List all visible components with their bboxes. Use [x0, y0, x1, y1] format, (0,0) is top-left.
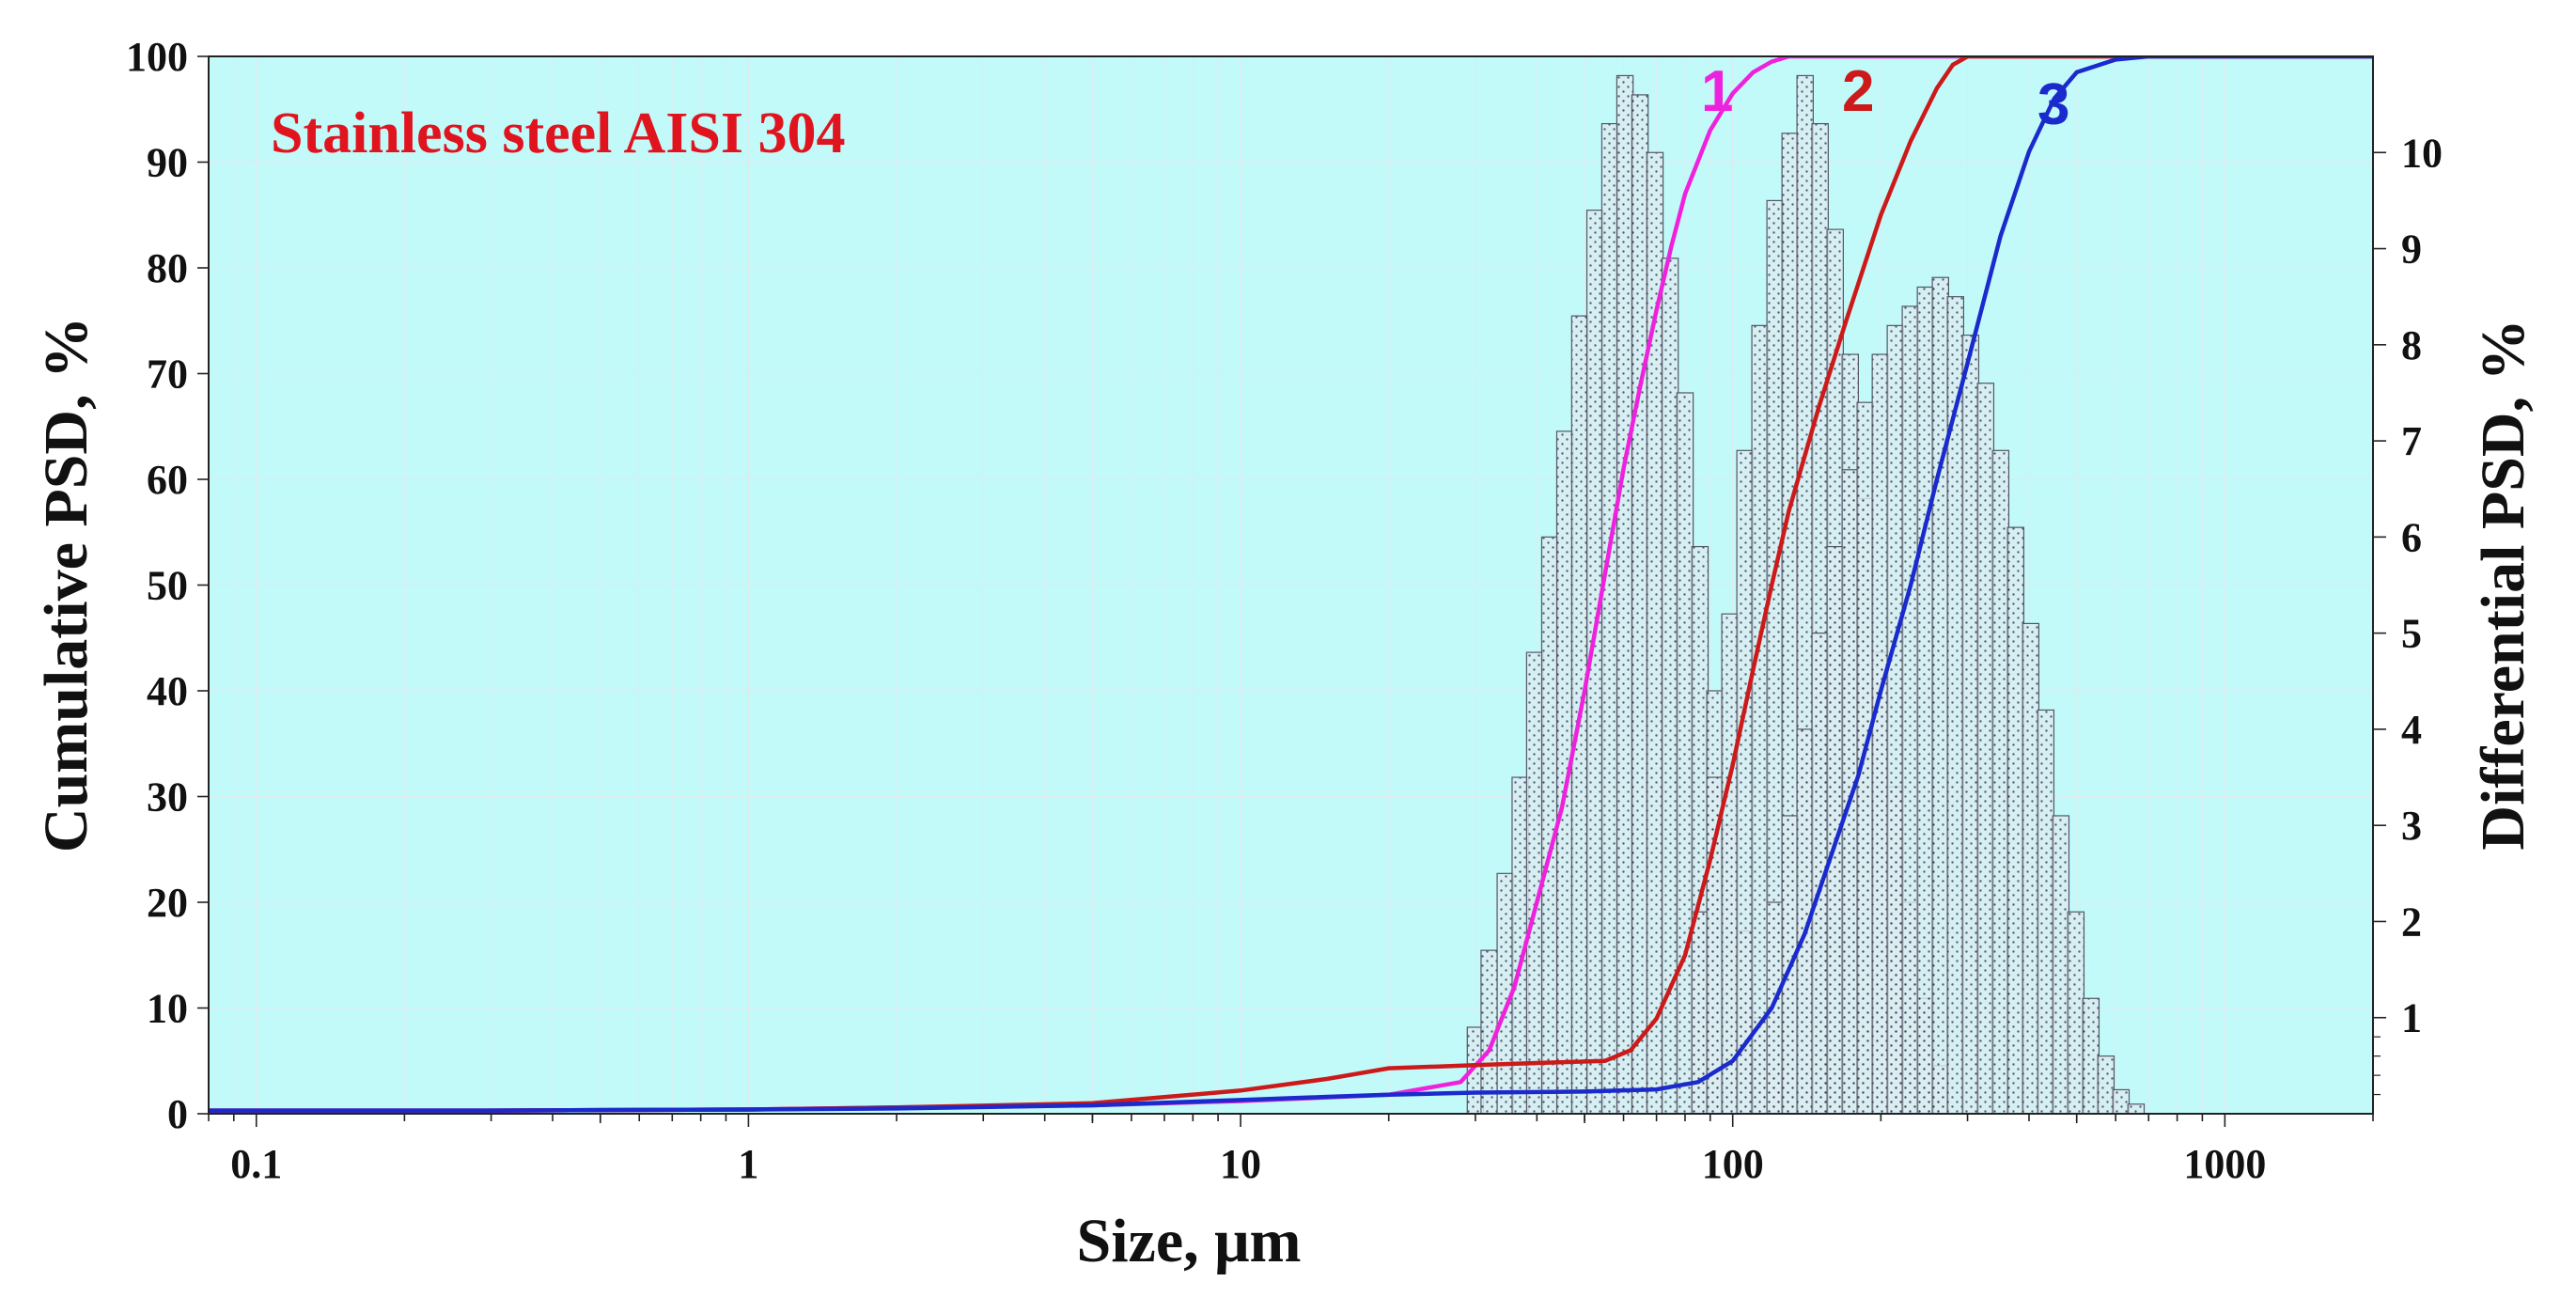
- y-tick-label-right: 2: [2401, 899, 2422, 945]
- y-axis-title-right: Differential PSD, %: [2469, 319, 2537, 850]
- x-tick-label: 10: [1220, 1141, 1261, 1187]
- y-tick-label-left: 100: [126, 34, 188, 80]
- differential-bar: [1616, 74, 1634, 1114]
- differential-bar: [1721, 613, 1739, 1114]
- differential-bar: [2097, 1055, 2115, 1114]
- differential-bar: [1976, 383, 1995, 1114]
- y-tick-label-left: 90: [147, 140, 188, 186]
- differential-bar: [2022, 622, 2040, 1114]
- y-tick-label-right: 7: [2401, 418, 2422, 464]
- y-tick-label-right: 8: [2401, 322, 2422, 368]
- x-tick-label: 0.1: [230, 1141, 282, 1187]
- differential-bar: [2052, 815, 2070, 1114]
- y-tick-label-right: 6: [2401, 514, 2422, 560]
- differential-bar: [1931, 276, 1949, 1114]
- y-tick-label-left: 60: [147, 457, 188, 503]
- differential-bar: [1901, 305, 1919, 1114]
- curve-label: 3: [2037, 72, 2069, 137]
- y-tick-label-right: 5: [2401, 611, 2422, 657]
- cumulative-curves: [209, 56, 2373, 1113]
- y-tick-label-right: 10: [2401, 130, 2443, 176]
- y-tick-label-left: 70: [147, 352, 188, 398]
- differential-bar: [1916, 286, 1935, 1114]
- differential-bar: [1961, 334, 1980, 1114]
- differential-bar: [2112, 1088, 2131, 1114]
- y-axis-title-left: Cumulative PSD, %: [32, 317, 101, 852]
- differential-bar: [1841, 469, 1859, 1114]
- differential-bar: [1631, 94, 1649, 1114]
- differential-bar: [2006, 526, 2025, 1114]
- differential-bar: [1991, 449, 2010, 1114]
- differential-bar: [1946, 296, 1965, 1114]
- y-tick-label-left: 0: [167, 1091, 188, 1137]
- differential-bar: [2082, 997, 2100, 1114]
- differential-bar: [1856, 401, 1874, 1114]
- differential-bar: [2127, 1103, 2146, 1114]
- differential-bar: [1676, 392, 1694, 1114]
- curve-label: 2: [1842, 59, 1874, 124]
- y-tick-label-left: 10: [147, 986, 188, 1032]
- y-tick-label-right: 3: [2401, 803, 2422, 849]
- x-tick-label: 1: [738, 1141, 758, 1187]
- y-tick-label-left: 80: [147, 245, 188, 291]
- differential-bar: [1736, 449, 1754, 1114]
- y-tick-label-right: 1: [2401, 995, 2422, 1041]
- differential-bar: [1600, 122, 1619, 1114]
- differential-bar: [2037, 709, 2055, 1114]
- y-tick-label-right: 4: [2401, 707, 2422, 753]
- chart-title: Stainless steel AISI 304: [271, 102, 845, 165]
- curve-label: 1: [1701, 59, 1733, 124]
- differential-bar: [2067, 911, 2085, 1114]
- y-tick-label-left: 20: [147, 880, 188, 926]
- y-tick-label-right: 9: [2401, 227, 2422, 273]
- cumulative-curve: [209, 56, 2373, 1113]
- x-tick-label: 100: [1702, 1141, 1764, 1187]
- differential-bar: [1871, 353, 1890, 1114]
- differential-bar: [1751, 324, 1769, 1114]
- differential-bar: [1706, 776, 1724, 1114]
- x-tick-label: 1000: [2183, 1141, 2266, 1187]
- cumulative-curve: [209, 56, 2373, 1113]
- differential-bar: [1886, 324, 1904, 1114]
- y-tick-label-left: 50: [147, 563, 188, 609]
- y-tick-label-left: 30: [147, 774, 188, 821]
- y-tick-label-left: 40: [147, 668, 188, 714]
- x-axis-title: Size, μm: [1076, 1207, 1301, 1275]
- differential-bars: [1466, 74, 2146, 1114]
